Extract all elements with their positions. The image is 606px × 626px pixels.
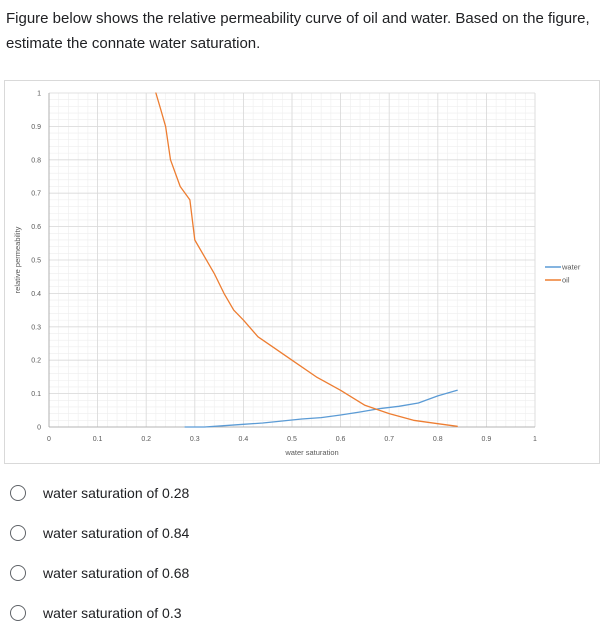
x-tick-label: 0.5 bbox=[287, 436, 297, 443]
y-tick-label: 0.9 bbox=[31, 124, 41, 131]
x-tick-label: 0 bbox=[47, 436, 51, 443]
option-label: water saturation of 0.84 bbox=[43, 525, 190, 541]
y-tick-label: 0.3 bbox=[31, 324, 41, 331]
option-3[interactable]: water saturation of 0.68 bbox=[8, 560, 308, 586]
radio-button-icon[interactable] bbox=[10, 605, 26, 621]
series-line-water bbox=[184, 389, 458, 428]
y-tick-label: 0.5 bbox=[31, 258, 41, 265]
y-tick-label: 0.1 bbox=[31, 391, 41, 398]
x-tick-label: 0.4 bbox=[239, 436, 249, 443]
y-tick-label: 0 bbox=[37, 425, 41, 432]
legend-layer: water oil bbox=[545, 263, 581, 285]
x-tick-label: 0.8 bbox=[433, 436, 443, 443]
relative-permeability-chart: 0 0.1 0.2 0.3 0.4 0.5 0.6 0.7 0.8 0.9 1 0 0.1 0.2 0.3 0… bbox=[4, 80, 600, 464]
y-tick-label: 1 bbox=[37, 91, 41, 98]
grid-layer bbox=[48, 92, 536, 428]
y-tick-label: 0.4 bbox=[31, 291, 41, 298]
x-tick-label: 0.6 bbox=[336, 436, 346, 443]
x-tick-label: 1 bbox=[533, 436, 537, 443]
y-tick-label: 0.7 bbox=[31, 191, 41, 198]
option-label: water saturation of 0.3 bbox=[43, 605, 182, 621]
series-line-oil bbox=[155, 92, 458, 427]
option-2[interactable]: water saturation of 0.84 bbox=[8, 520, 308, 546]
question-text: Figure below shows the relative permeabi… bbox=[6, 10, 590, 52]
legend-label-oil: oil bbox=[562, 276, 570, 285]
y-axis-title: relative permeability bbox=[13, 226, 22, 293]
x-tick-label: 0.7 bbox=[384, 436, 394, 443]
option-label: water saturation of 0.28 bbox=[43, 485, 190, 501]
option-1[interactable]: water saturation of 0.28 bbox=[8, 480, 308, 506]
radio-button-icon[interactable] bbox=[10, 525, 26, 541]
option-4[interactable]: water saturation of 0.3 bbox=[8, 600, 308, 626]
option-label: water saturation of 0.68 bbox=[43, 565, 190, 581]
x-axis-title: water saturation bbox=[284, 448, 338, 457]
chart-svg: 0 0.1 0.2 0.3 0.4 0.5 0.6 0.7 0.8 0.9 1 0 0.1 0.2 0.3 0… bbox=[13, 91, 581, 458]
radio-button-icon[interactable] bbox=[10, 485, 26, 501]
radio-button-icon[interactable] bbox=[10, 565, 26, 581]
x-tick-label: 0.2 bbox=[141, 436, 151, 443]
y-tick-label: 0.6 bbox=[31, 224, 41, 231]
series-layer bbox=[155, 92, 458, 428]
x-tick-label: 0.3 bbox=[190, 436, 200, 443]
y-tick-label: 0.2 bbox=[31, 358, 41, 365]
x-tick-label: 0.9 bbox=[482, 436, 492, 443]
axes-layer bbox=[48, 93, 535, 428]
legend-label-water: water bbox=[561, 263, 581, 272]
y-tick-label: 0.8 bbox=[31, 157, 41, 164]
labels-layer: 0 0.1 0.2 0.3 0.4 0.5 0.6 0.7 0.8 0.9 1 0 0.1 0.2 0.3 0… bbox=[13, 91, 537, 458]
x-tick-label: 0.1 bbox=[93, 436, 103, 443]
